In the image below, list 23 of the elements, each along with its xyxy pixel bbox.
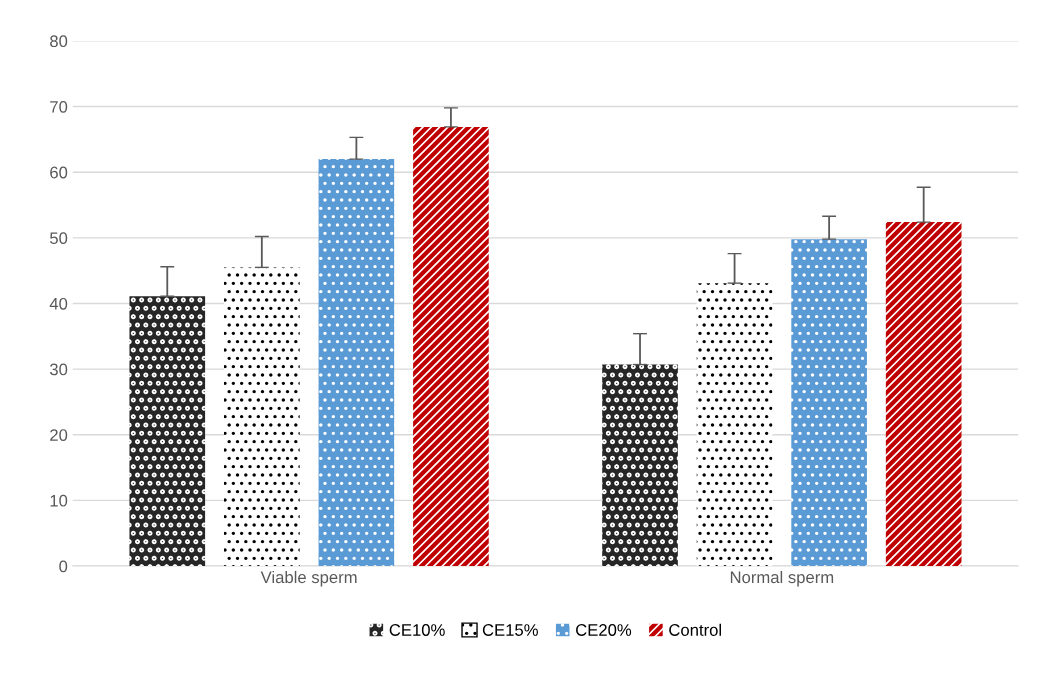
y-tick-label: 60 [50,166,68,179]
y-tick-label: 20 [50,429,68,441]
bar [885,222,962,567]
legend-label: CE10% [389,624,445,636]
y-tick-label: 0 [59,560,68,573]
legend-label: CE20% [576,624,632,636]
bar [318,159,395,567]
legend-label: CE15% [482,624,538,636]
legend-label: Control [669,623,721,636]
x-tick-label: Viable sperm [260,570,357,587]
bar [129,296,206,567]
x-tick-label: Normal sperm [730,570,834,587]
y-tick-label: 10 [50,494,68,507]
y-tick-label: 30 [49,363,68,376]
bar [791,239,867,567]
bar [602,364,678,567]
y-tick-label: 80 [50,35,68,48]
bar [696,283,773,567]
y-tick-label: 70 [50,100,68,113]
y-tick-label: 50 [50,232,68,245]
bar [224,267,300,567]
bar [413,126,489,567]
y-tick-label: 40 [49,297,68,310]
